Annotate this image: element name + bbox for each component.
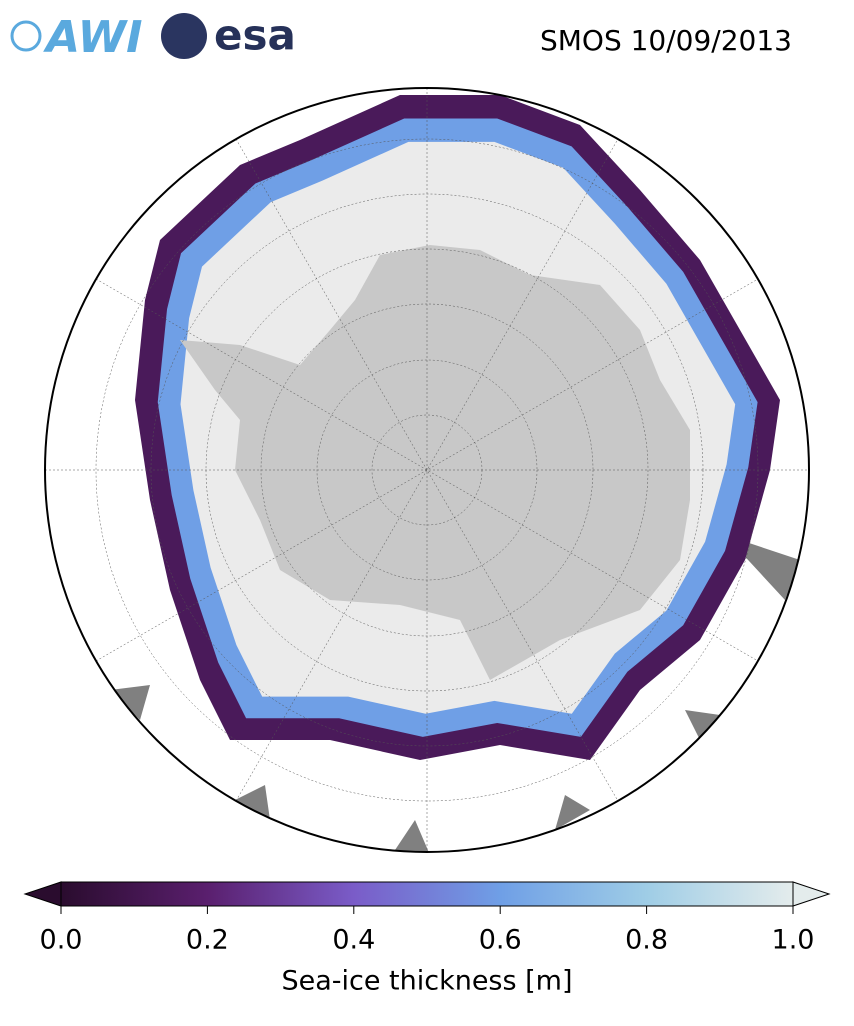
colorbar-tick-label: 1.0: [772, 925, 815, 956]
colorbar-bar: [60, 881, 794, 907]
colorbar-tick-label: 0.0: [40, 925, 83, 956]
esa-logo: esa: [214, 11, 296, 60]
colorbar-tick-label: 0.8: [625, 925, 668, 956]
colorbar-extend-max: [792, 881, 831, 907]
awi-logo: AWI: [43, 12, 143, 63]
map: [44, 87, 810, 853]
header: AWI esa SMOS 10/09/2013: [10, 11, 792, 63]
colorbar-tick-label: 0.4: [332, 925, 375, 956]
antarctica: [180, 245, 690, 680]
awi-icon: [10, 20, 42, 52]
map-title: SMOS 10/09/2013: [540, 24, 792, 57]
colorbar-tick-label: 0.6: [479, 925, 522, 956]
colorbar-extend-min: [23, 881, 62, 907]
colorbar: Sea-ice thickness [m] 0.0 0.2 0.4 0.6 0.8 1.0: [23, 881, 831, 997]
esa-icon: [161, 13, 207, 59]
colorbar-tick-label: 0.2: [186, 925, 229, 956]
colorbar-label: Sea-ice thickness [m]: [281, 966, 572, 997]
map-frame: [44, 87, 810, 853]
graticule: [45, 88, 809, 852]
